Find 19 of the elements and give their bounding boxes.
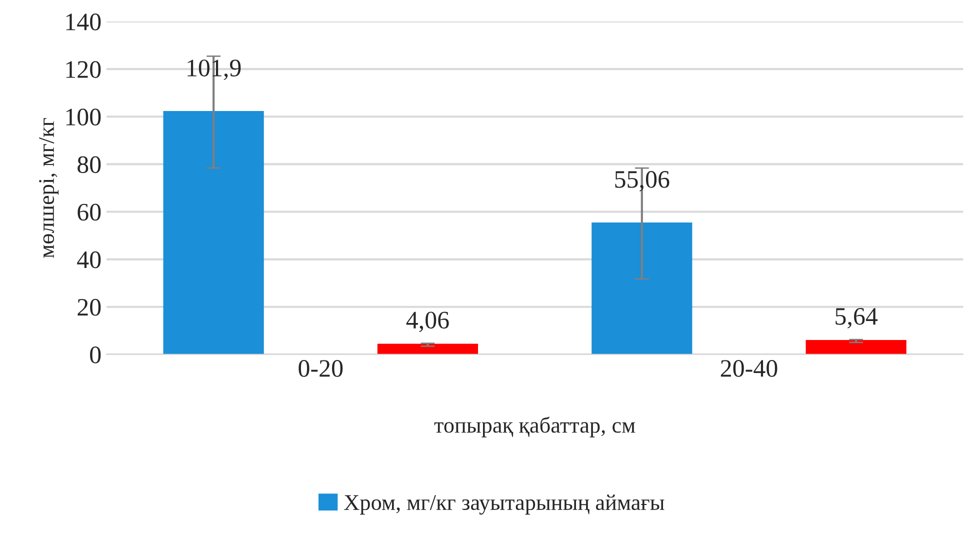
y-tick-label: 20: [78, 298, 101, 316]
y-tick-label: 120: [66, 61, 101, 78]
bar: [377, 344, 478, 354]
y-axis-title: мөлшері, мг/кг: [39, 118, 59, 258]
y-tick-label: 80: [78, 156, 101, 174]
data-label: 4,06: [406, 312, 449, 332]
data-label: 5,64: [836, 308, 878, 328]
bar: [163, 111, 264, 354]
x-tick-label: 0-20: [298, 360, 343, 377]
x-tick-label: 20-40: [720, 360, 778, 377]
y-tick-label: 40: [77, 251, 101, 268]
x-axis-title: топырақ қабаттар, см: [434, 416, 636, 438]
y-tick-label: 60: [78, 204, 101, 221]
y-tick-label: 100: [66, 108, 101, 126]
y-tick-label: 0: [90, 346, 101, 364]
legend-label: Хром, мг/кг зауытарының аймағы: [344, 494, 664, 515]
y-tick-label: 140: [66, 14, 101, 30]
bar: [806, 340, 906, 354]
bar: [592, 222, 692, 354]
